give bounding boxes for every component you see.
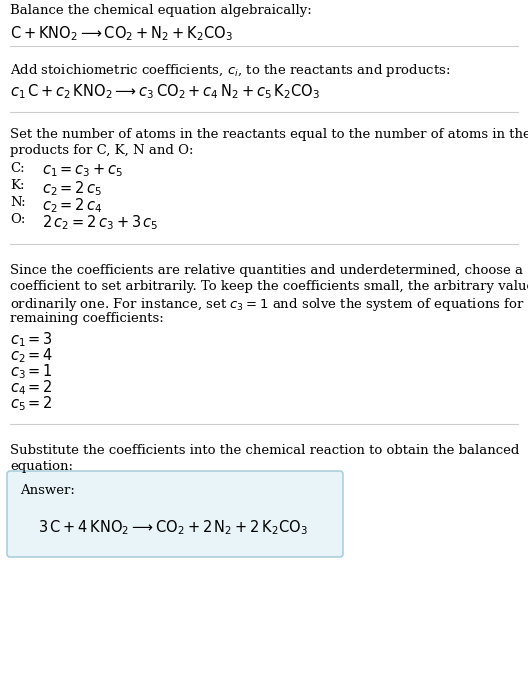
Text: ordinarily one. For instance, set $c_3 = 1$ and solve the system of equations fo: ordinarily one. For instance, set $c_3 =…: [10, 296, 528, 313]
Text: $2\,c_2 = 2\,c_3 + 3\,c_5$: $2\,c_2 = 2\,c_3 + 3\,c_5$: [42, 213, 158, 232]
Text: $c_2 = 2\,c_4$: $c_2 = 2\,c_4$: [42, 196, 102, 215]
Text: $c_1 = c_3 + c_5$: $c_1 = c_3 + c_5$: [42, 162, 124, 179]
Text: $c_1\,\mathrm{C} + c_2\,\mathrm{KNO_2} \longrightarrow c_3\,\mathrm{CO_2} + c_4\: $c_1\,\mathrm{C} + c_2\,\mathrm{KNO_2} \…: [10, 82, 320, 100]
Text: products for C, K, N and O:: products for C, K, N and O:: [10, 144, 193, 157]
Text: $c_2 = 2\,c_5$: $c_2 = 2\,c_5$: [42, 179, 102, 197]
Text: O:: O:: [10, 213, 25, 226]
Text: $\mathrm{3\,C + 4\,KNO_2 \longrightarrow CO_2 + 2\,N_2 + 2\,K_2CO_3}$: $\mathrm{3\,C + 4\,KNO_2 \longrightarrow…: [38, 518, 308, 537]
Text: $c_1 = 3$: $c_1 = 3$: [10, 330, 53, 348]
Text: $c_5 = 2$: $c_5 = 2$: [10, 394, 53, 412]
Text: Substitute the coefficients into the chemical reaction to obtain the balanced: Substitute the coefficients into the che…: [10, 444, 520, 457]
Text: $\mathrm{C + KNO_2 \longrightarrow CO_2 + N_2 + K_2CO_3}$: $\mathrm{C + KNO_2 \longrightarrow CO_2 …: [10, 24, 233, 42]
Text: K:: K:: [10, 179, 24, 192]
Text: $c_4 = 2$: $c_4 = 2$: [10, 378, 53, 397]
Text: remaining coefficients:: remaining coefficients:: [10, 312, 164, 325]
Text: Set the number of atoms in the reactants equal to the number of atoms in the: Set the number of atoms in the reactants…: [10, 128, 528, 141]
Text: $c_3 = 1$: $c_3 = 1$: [10, 362, 53, 381]
Text: Add stoichiometric coefficients, $c_i$, to the reactants and products:: Add stoichiometric coefficients, $c_i$, …: [10, 62, 450, 79]
Text: equation:: equation:: [10, 460, 73, 473]
Text: coefficient to set arbitrarily. To keep the coefficients small, the arbitrary va: coefficient to set arbitrarily. To keep …: [10, 280, 528, 293]
Text: $c_2 = 4$: $c_2 = 4$: [10, 346, 53, 365]
FancyBboxPatch shape: [7, 471, 343, 557]
Text: Since the coefficients are relative quantities and underdetermined, choose a: Since the coefficients are relative quan…: [10, 264, 523, 277]
Text: N:: N:: [10, 196, 26, 209]
Text: Balance the chemical equation algebraically:: Balance the chemical equation algebraica…: [10, 4, 312, 17]
Text: Answer:: Answer:: [20, 484, 75, 497]
Text: C:: C:: [10, 162, 25, 175]
